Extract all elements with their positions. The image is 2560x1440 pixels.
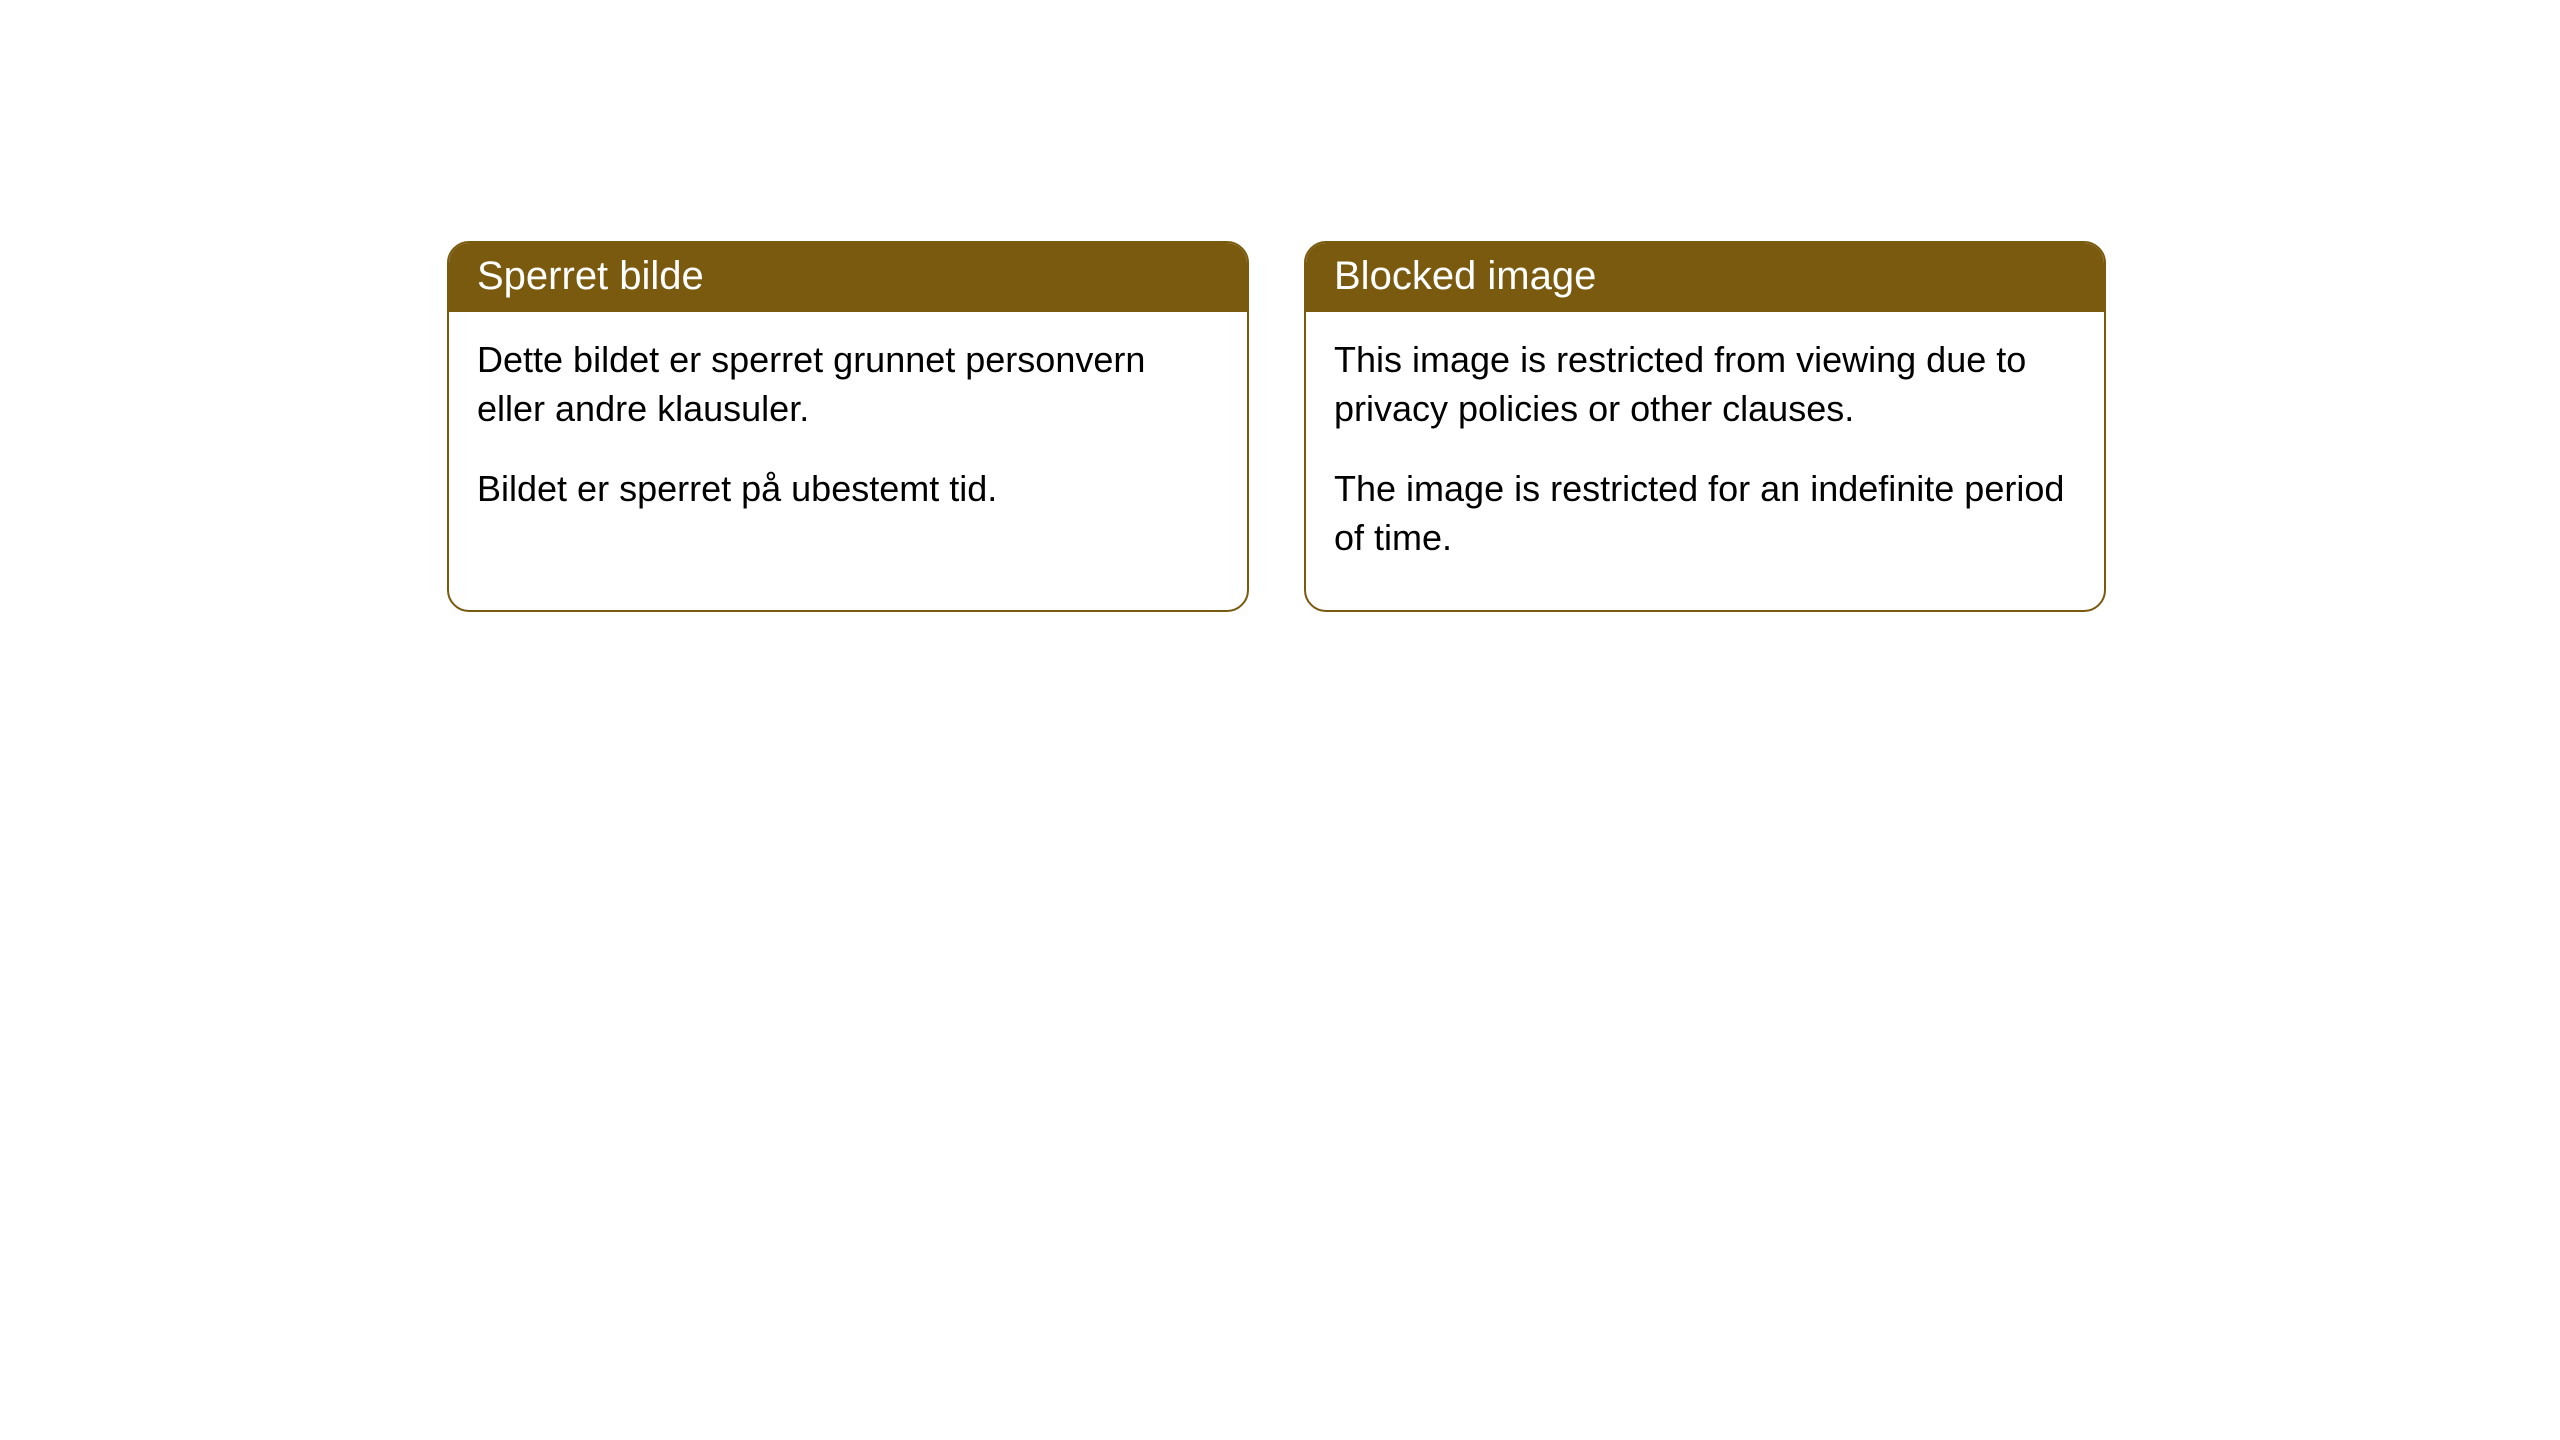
- card-body: This image is restricted from viewing du…: [1306, 312, 2104, 610]
- card-paragraph: Bildet er sperret på ubestemt tid.: [477, 465, 1219, 514]
- card-paragraph: Dette bildet er sperret grunnet personve…: [477, 336, 1219, 433]
- card-paragraph: The image is restricted for an indefinit…: [1334, 465, 2076, 562]
- blocked-image-card-english: Blocked image This image is restricted f…: [1304, 241, 2106, 612]
- card-body: Dette bildet er sperret grunnet personve…: [449, 312, 1247, 562]
- blocked-image-card-norwegian: Sperret bilde Dette bildet er sperret gr…: [447, 241, 1249, 612]
- card-paragraph: This image is restricted from viewing du…: [1334, 336, 2076, 433]
- card-header: Blocked image: [1306, 243, 2104, 312]
- notice-cards-container: Sperret bilde Dette bildet er sperret gr…: [0, 0, 2560, 612]
- card-header: Sperret bilde: [449, 243, 1247, 312]
